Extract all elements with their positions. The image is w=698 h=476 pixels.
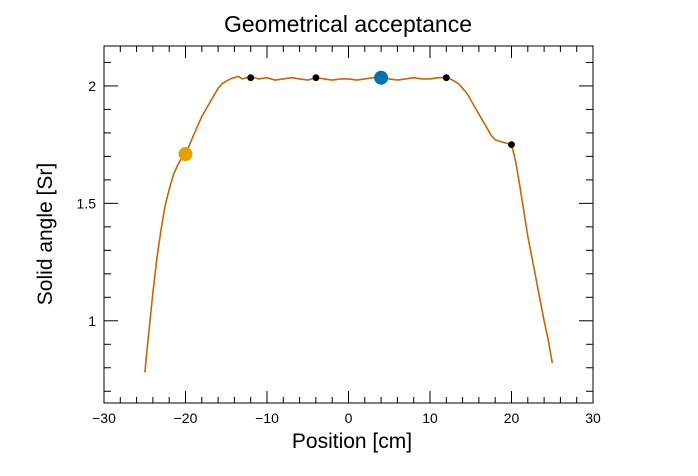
x-tick-label: −30	[92, 410, 116, 426]
x-tick-label: 10	[422, 410, 438, 426]
x-tick-label: −10	[255, 410, 279, 426]
marker-2	[312, 74, 320, 82]
y-tick-label: 1.5	[77, 195, 97, 211]
x-tick-label: 30	[585, 410, 601, 426]
chart-title: Geometrical acceptance	[224, 11, 472, 37]
marker-1	[247, 74, 255, 82]
x-axis-label: Position [cm]	[292, 430, 412, 453]
x-tick-label: −20	[174, 410, 198, 426]
y-tick-label: 1	[88, 313, 96, 329]
y-tick-label: 2	[88, 78, 96, 94]
x-tick-label: 20	[504, 410, 520, 426]
x-tick-label: 0	[345, 410, 353, 426]
markers-group	[178, 70, 515, 162]
axis-ticks	[103, 46, 594, 403]
marker-left-highlight	[178, 147, 193, 162]
series-line	[144, 75, 554, 373]
axis-tick-labels: −30 −20 −10 0 10 20 30 1 1.5 2	[77, 78, 601, 426]
plot-frame	[103, 45, 594, 404]
marker-center-highlight	[374, 70, 389, 85]
marker-3	[442, 74, 450, 82]
y-axis-label: Solid angle [Sr]	[34, 163, 57, 305]
marker-4	[508, 141, 515, 149]
series-group	[144, 75, 554, 373]
